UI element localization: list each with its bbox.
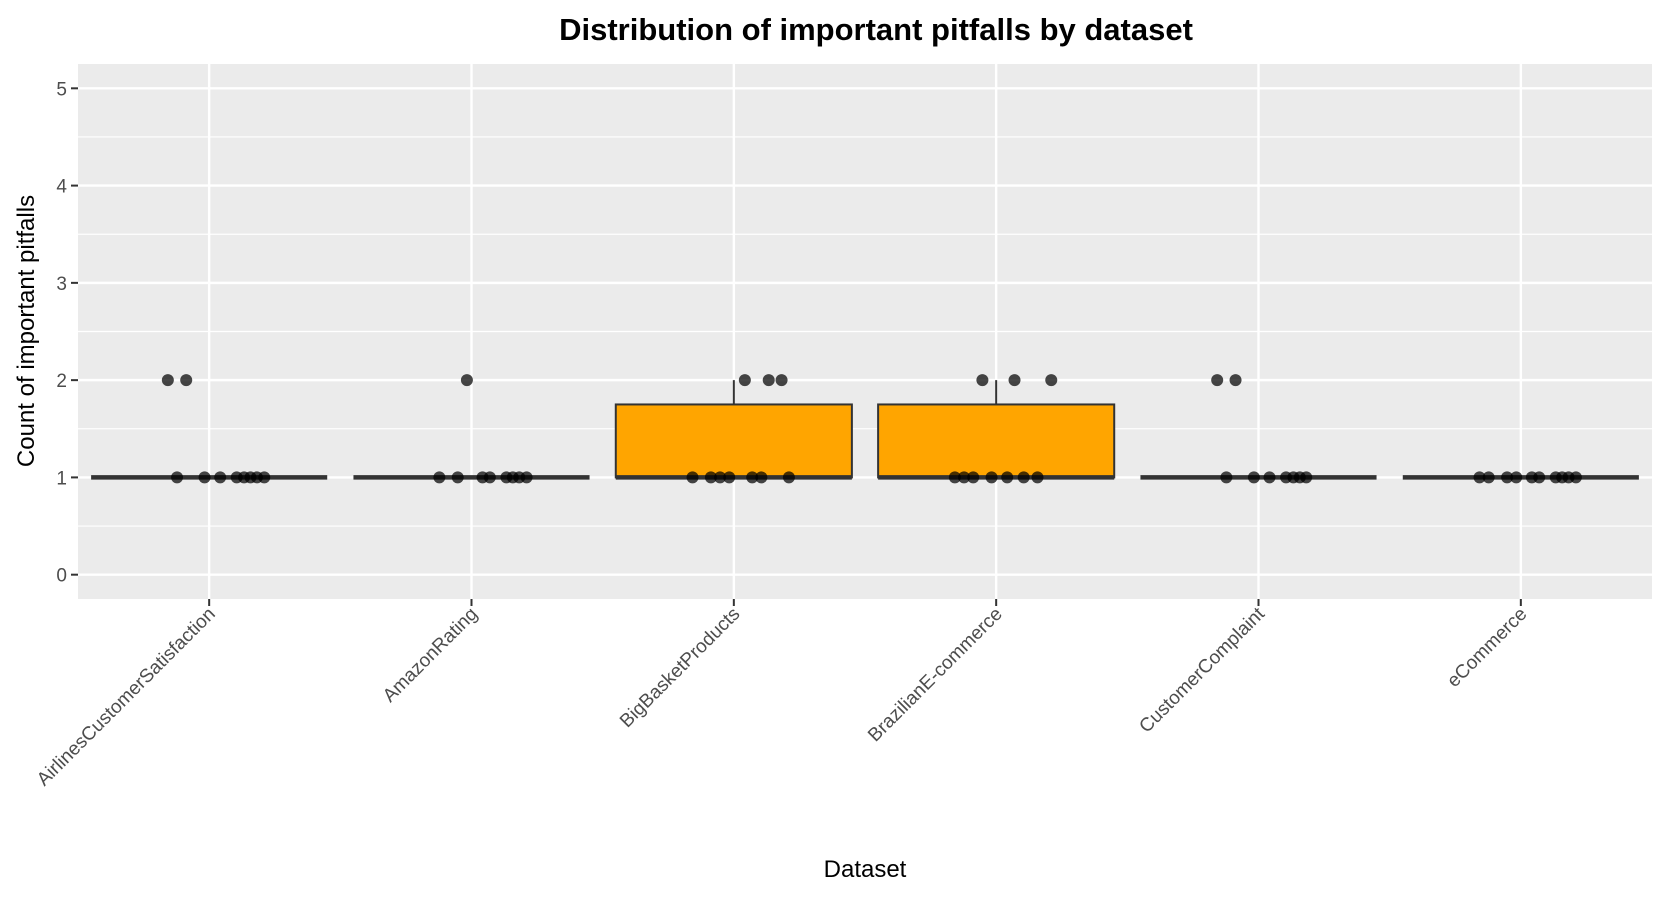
grid-minor [78,136,1652,527]
data-point [714,471,727,484]
data-point [1017,471,1030,484]
data-point [1211,374,1224,387]
y-tick-label: 4 [56,177,67,198]
data-point [755,471,768,484]
points-layer [161,374,1582,484]
data-point [1045,374,1058,387]
data-point [958,471,971,484]
data-point [214,471,227,484]
y-tick-label: 1 [56,468,67,489]
chart-title: Distribution of important pitfalls by da… [559,12,1193,47]
data-point [967,471,980,484]
x-tick-label: BigBasketProducts [616,604,744,732]
y-tick-label: 2 [56,371,67,392]
data-point [1300,471,1313,484]
x-axis: AirlinesCustomerSatisfaction AmazonRating… [33,599,1531,790]
data-point [500,471,513,484]
data-point [775,374,788,387]
data-point [161,374,174,387]
x-tick-label: eCommerce [1443,604,1531,692]
data-point [1263,471,1276,484]
data-point [1287,471,1300,484]
y-tick-label: 0 [56,566,67,587]
data-point [1482,471,1495,484]
data-point [520,471,533,484]
data-point [782,471,795,484]
data-point [238,471,251,484]
data-point [433,471,446,484]
y-tick-label: 5 [56,79,67,100]
x-axis-title: Dataset [824,856,907,883]
x-tick-label: CustomerComplaint [1135,603,1269,737]
data-point [1501,471,1514,484]
data-point [686,471,699,484]
box-rect [877,403,1116,479]
data-point [1549,471,1562,484]
data-point [948,471,961,484]
data-point [1569,471,1582,484]
data-point [1510,471,1523,484]
data-point [1229,374,1242,387]
data-point [258,471,271,484]
data-point [704,471,717,484]
boxes-layer [91,380,1639,480]
data-point [460,374,473,387]
x-tick-label: AmazonRating [379,604,482,707]
x-tick-label: AirlinesCustomerSatisfaction [33,604,220,791]
data-point [171,471,184,484]
data-point [1220,471,1233,484]
data-point [1533,471,1546,484]
data-point [723,471,736,484]
data-point [1031,471,1044,484]
data-point [180,374,193,387]
data-point [762,374,775,387]
data-point [1001,471,1014,484]
grid-major [78,64,1652,599]
y-axis: 0 1 2 3 4 5 [56,79,78,587]
data-point [198,471,211,484]
data-point [738,374,751,387]
box-rect [614,403,853,479]
data-point [976,374,989,387]
data-point [746,471,759,484]
data-point [1008,374,1021,387]
data-point [1247,471,1260,484]
x-tick-label: BrazilianE-commerce [864,604,1007,747]
data-point [985,471,998,484]
y-tick-label: 3 [56,274,67,295]
y-axis-title: Count of important pitfalls [13,195,40,467]
data-point [483,471,496,484]
data-point [451,471,464,484]
data-point [1473,471,1486,484]
